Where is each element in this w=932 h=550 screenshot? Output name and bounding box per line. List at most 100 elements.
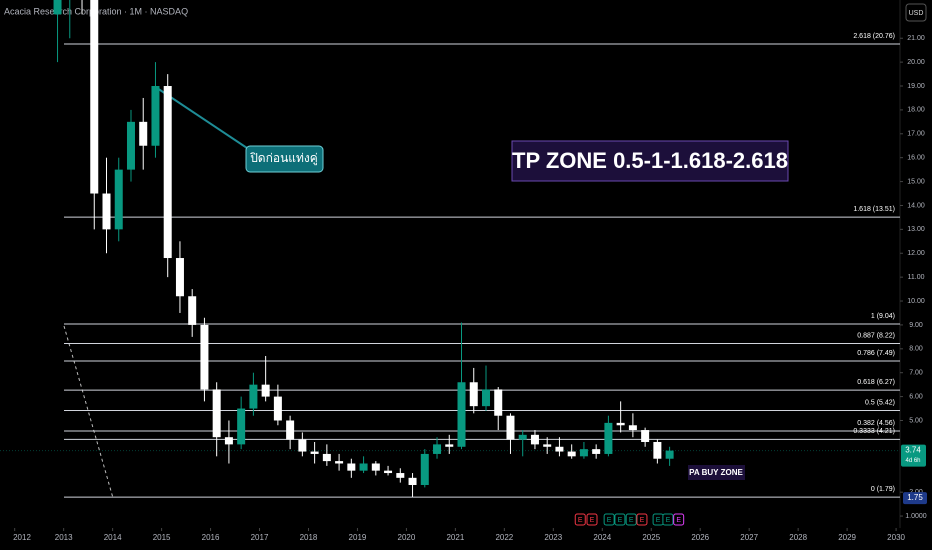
earnings-marker — [625, 513, 637, 526]
y-tick-label: 14.00 — [907, 202, 925, 209]
x-tick-label: 2027 — [740, 533, 758, 542]
earnings-marker — [636, 513, 648, 526]
x-tick-label: 2017 — [251, 533, 269, 542]
y-tick-label: 12.00 — [907, 250, 925, 257]
earnings-label: E — [656, 517, 661, 524]
candle-body — [200, 324, 209, 390]
candle-body — [286, 420, 295, 440]
fib-label: 0.887 (8.22) — [857, 332, 895, 339]
earnings-marker — [662, 513, 674, 526]
y-tick-label: 21.00 — [907, 35, 925, 42]
last-price-label: 3.74 — [905, 446, 921, 455]
candle-body — [433, 444, 442, 454]
candle-body — [151, 86, 160, 146]
fib-label: 2.618 (20.76) — [853, 33, 895, 40]
candle-body — [665, 450, 674, 459]
tp-zone-box — [511, 140, 789, 182]
callout-box — [245, 145, 324, 173]
fib-label: 0.618 (6.27) — [857, 379, 895, 386]
candle-body — [579, 449, 588, 457]
x-tick-label: 2016 — [202, 533, 220, 542]
y-tick-label: 16.00 — [907, 155, 925, 162]
candle-body — [543, 444, 552, 447]
earnings-label: E — [640, 517, 645, 524]
fib-label: 0.3333 (4.21) — [853, 428, 895, 435]
candle-body — [408, 477, 417, 485]
x-tick-label: 2015 — [153, 533, 171, 542]
low-marker-box — [903, 492, 927, 505]
candle-body — [335, 461, 344, 464]
candle-body — [396, 473, 405, 478]
plot: 2.618 (20.76) 1.618 (13.51) 1 (9.04) 0.887 … — [0, 0, 900, 498]
last-price-box — [901, 444, 926, 467]
buy-zone-box — [688, 465, 745, 480]
candle-body — [469, 382, 478, 407]
candle-body — [139, 121, 148, 146]
candle-body — [249, 384, 258, 409]
earnings-marker — [614, 513, 626, 526]
low-marker-label: 1.75 — [907, 493, 923, 502]
candle-body — [628, 425, 637, 431]
currency-button[interactable] — [905, 3, 927, 22]
fib-label: 0.382 (4.56) — [857, 420, 895, 427]
candle-body — [224, 437, 233, 445]
candle-body — [163, 86, 172, 259]
candle-body — [530, 434, 539, 445]
candle-body — [212, 389, 221, 438]
y-tick-label: 7.00 — [909, 370, 923, 377]
candle-body — [445, 444, 454, 447]
earnings-label: E — [607, 517, 612, 524]
candle-body — [616, 422, 625, 426]
candle-body — [273, 396, 282, 421]
candle-body — [126, 121, 135, 170]
candle-body — [53, 0, 62, 15]
y-tick-label: 9.00 — [909, 322, 923, 329]
x-tick-label: 2021 — [446, 533, 464, 542]
candle-body — [555, 446, 564, 452]
earnings-label: E — [618, 517, 623, 524]
y-tick-label: 17.00 — [907, 131, 925, 138]
y-tick-label: 1.0000 — [905, 513, 927, 520]
earnings-label: E — [676, 517, 681, 524]
candle-body — [359, 463, 368, 471]
buy-zone-text: PA BUY ZONE — [689, 468, 743, 477]
x-tick-label: 2023 — [544, 533, 562, 542]
y-tick-label: 20.00 — [907, 59, 925, 66]
candle-body — [494, 389, 503, 416]
x-tick-label: 2026 — [691, 533, 709, 542]
candle-body — [567, 451, 576, 457]
x-tick-label: 2028 — [789, 533, 807, 542]
candle-body — [518, 434, 527, 440]
earnings-label: E — [590, 517, 595, 524]
candle-body — [641, 430, 650, 442]
x-tick-label: 2025 — [642, 533, 660, 542]
candle-body — [420, 453, 429, 485]
earnings-marker — [574, 513, 586, 526]
x-tick-label: 2012 — [13, 533, 31, 542]
y-tick-label: 18.00 — [907, 107, 925, 114]
candle-body — [384, 470, 393, 474]
fib-label: 0.786 (7.49) — [857, 350, 895, 357]
y-tick-label: 13.00 — [907, 226, 925, 233]
currency-label[interactable]: USD — [909, 10, 924, 17]
x-tick-label: 2030 — [887, 533, 905, 542]
y-tick-label: 11.00 — [908, 274, 925, 281]
candle-body — [114, 169, 123, 230]
candle-body — [481, 389, 490, 407]
candle-body — [175, 258, 184, 297]
fib-label: 0.5 (5.42) — [865, 399, 895, 406]
candle-body — [90, 0, 99, 194]
x-tick-label: 2018 — [300, 533, 318, 542]
earnings-marker — [673, 513, 685, 526]
callout-connector — [156, 87, 251, 151]
candle-body — [102, 193, 111, 230]
x-tick-label: 2029 — [838, 533, 856, 542]
y-tick-label: 15.00 — [907, 178, 925, 185]
candle-body — [506, 415, 515, 440]
earnings-marker — [603, 513, 615, 526]
x-tick-label: 2020 — [398, 533, 416, 542]
candle-body — [371, 463, 380, 471]
candle-body — [592, 449, 601, 454]
